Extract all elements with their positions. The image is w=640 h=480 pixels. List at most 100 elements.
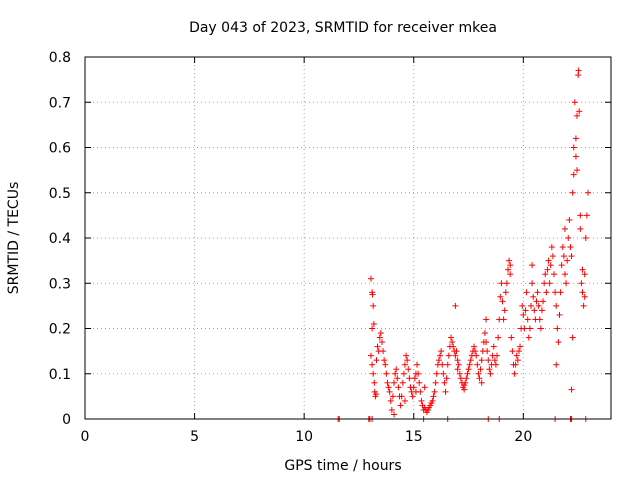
data-point xyxy=(556,311,563,318)
data-point xyxy=(498,280,505,287)
data-point xyxy=(401,397,408,404)
data-point xyxy=(583,212,590,219)
data-point xyxy=(561,271,568,278)
data-point xyxy=(486,366,493,373)
data-point xyxy=(507,262,514,269)
data-point xyxy=(393,366,400,373)
data-point xyxy=(517,343,524,350)
data-point xyxy=(546,280,553,287)
y-tick-label: 0.1 xyxy=(49,367,71,383)
data-point xyxy=(531,307,538,314)
data-point xyxy=(467,357,474,364)
data-point xyxy=(416,379,423,386)
data-point xyxy=(449,339,456,346)
y-tick-label: 0.3 xyxy=(49,276,71,292)
data-point xyxy=(524,316,531,323)
tick-labels: 0 5 10 15 20 0 0.1 0.2 0.3 0.4 0.5 0.6 0.7 0.8 xyxy=(49,50,533,445)
data-point xyxy=(471,343,478,350)
x-axis-label: GPS time / hours xyxy=(284,458,401,474)
data-point xyxy=(405,366,412,373)
data-point xyxy=(450,343,457,350)
data-point xyxy=(443,375,450,382)
data-point xyxy=(525,334,532,341)
x-tick-label: 10 xyxy=(295,429,313,445)
data-point xyxy=(453,348,460,355)
data-point xyxy=(581,293,588,300)
data-point xyxy=(568,253,575,260)
data-point xyxy=(521,325,528,332)
data-point xyxy=(542,271,549,278)
data-point xyxy=(548,244,555,251)
data-point xyxy=(526,325,533,332)
data-point xyxy=(547,262,554,269)
data-point xyxy=(507,271,514,278)
data-point xyxy=(411,375,418,382)
data-point xyxy=(378,339,385,346)
data-point xyxy=(564,257,571,264)
data-point xyxy=(495,334,502,341)
data-point xyxy=(504,266,511,273)
data-point xyxy=(579,289,586,296)
data-point xyxy=(537,325,544,332)
data-point xyxy=(475,370,482,377)
data-point xyxy=(572,153,579,160)
y-tick-label: 0.5 xyxy=(49,186,71,202)
data-point xyxy=(439,361,446,368)
x-tick-label: 20 xyxy=(514,429,532,445)
data-point xyxy=(529,280,536,287)
data-point xyxy=(388,406,395,413)
data-point xyxy=(567,244,574,251)
data-point xyxy=(433,370,440,377)
data-point xyxy=(483,339,490,346)
data-point xyxy=(578,280,585,287)
data-point xyxy=(577,212,584,219)
data-point xyxy=(491,357,498,364)
data-point xyxy=(421,384,428,391)
x-tick-label: 15 xyxy=(405,429,423,445)
data-point xyxy=(387,397,394,404)
data-point xyxy=(541,280,548,287)
data-point xyxy=(385,384,392,391)
data-point xyxy=(484,348,491,355)
data-point xyxy=(502,289,509,296)
data-point xyxy=(559,244,566,251)
data-point xyxy=(401,361,408,368)
data-point xyxy=(499,298,506,305)
data-point xyxy=(514,357,521,364)
data-point xyxy=(441,379,448,386)
y-tick-label: 0.2 xyxy=(49,322,71,338)
data-point xyxy=(403,352,410,359)
axis-ticks xyxy=(84,56,611,420)
y-tick-label: 0.6 xyxy=(49,141,71,157)
data-point xyxy=(522,307,529,314)
data-point xyxy=(478,357,485,364)
data-point xyxy=(412,388,419,395)
data-point xyxy=(570,144,577,151)
data-point xyxy=(476,375,483,382)
data-point xyxy=(509,348,516,355)
data-point xyxy=(565,235,572,241)
y-tick-label: 0 xyxy=(62,412,71,428)
data-point xyxy=(530,293,537,300)
data-point xyxy=(483,316,490,323)
data-point xyxy=(508,334,515,341)
data-point xyxy=(575,67,582,74)
data-point xyxy=(581,271,588,278)
data-point xyxy=(554,325,561,332)
x-tick-label: 5 xyxy=(190,429,199,445)
data-point xyxy=(398,393,405,400)
data-point xyxy=(415,370,422,377)
data-point xyxy=(369,325,376,332)
data-point xyxy=(437,352,444,359)
data-point xyxy=(543,289,550,296)
data-point xyxy=(501,307,508,314)
data-point xyxy=(506,257,513,264)
data-point xyxy=(563,280,570,287)
data-point xyxy=(561,225,568,232)
data-point xyxy=(545,257,552,264)
data-point xyxy=(553,361,560,368)
data-point xyxy=(382,361,389,368)
data-point xyxy=(584,189,591,196)
data-point xyxy=(391,379,398,386)
